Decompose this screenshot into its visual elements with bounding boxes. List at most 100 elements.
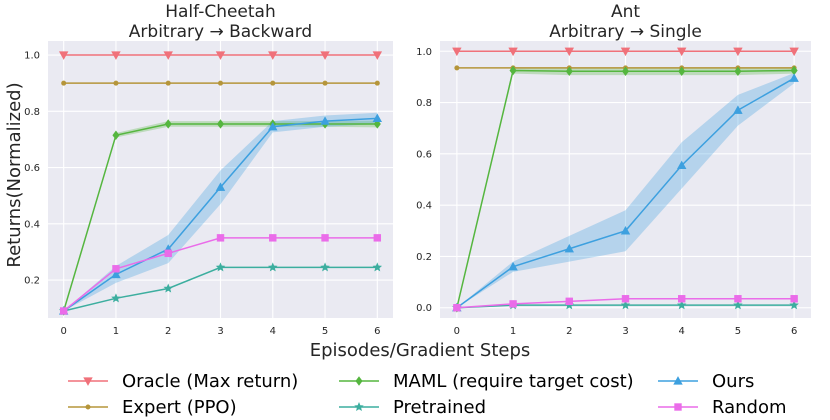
data-point: [676, 300, 687, 310]
y-tick-label: 0.0: [416, 303, 432, 314]
confidence-band-ours: [456, 73, 795, 308]
data-point: [565, 297, 573, 306]
legend-item-ours: Ours: [658, 371, 754, 392]
data-point: [163, 283, 173, 293]
legend-marker: [83, 377, 93, 386]
data-point: [734, 295, 742, 303]
data-point: [58, 51, 69, 60]
data-point: [677, 47, 687, 57]
data-point: [789, 300, 799, 310]
x-tick-label: 4: [679, 326, 685, 337]
data-point: [164, 119, 172, 129]
data-point: [789, 47, 799, 57]
data-point: [509, 300, 517, 308]
legend-marker: [355, 376, 363, 386]
data-point: [454, 65, 460, 71]
data-point: [111, 51, 121, 60]
data-point: [215, 182, 226, 191]
data-point: [112, 265, 120, 273]
legend-item-oracle-max-return: Oracle (Max return): [68, 371, 298, 392]
data-point: [163, 51, 173, 60]
data-point: [113, 80, 119, 86]
data-point: [733, 105, 743, 114]
y-tick-label: 0.4: [416, 201, 432, 212]
data-point: [216, 234, 225, 242]
y-axis-label: Returns(Normalized): [4, 82, 25, 267]
series-random: [453, 295, 798, 312]
x-tick-label: 1: [113, 326, 119, 337]
series-maml-require-target-cost: [453, 65, 798, 313]
data-point: [218, 80, 224, 86]
x-tick-label: 0: [454, 326, 460, 337]
legend-label: Oracle (Max return): [122, 371, 298, 392]
data-point: [620, 300, 631, 310]
data-point: [372, 113, 383, 122]
chart-title-line: Arbitrary → Backward: [129, 22, 312, 42]
data-point: [565, 66, 573, 76]
legend-item-expert-ppo: Expert (PPO): [68, 397, 237, 418]
data-point: [268, 121, 278, 131]
data-point: [373, 119, 381, 129]
data-point: [620, 225, 631, 235]
data-point: [678, 295, 686, 303]
x-tick-label: 3: [622, 326, 628, 337]
chart-title-line: Ant: [611, 2, 640, 22]
data-point: [509, 65, 517, 76]
data-point: [453, 304, 461, 312]
x-tick-label: 1: [510, 326, 516, 337]
x-tick-label: 5: [735, 326, 741, 337]
data-point: [677, 160, 687, 170]
x-tick-label: 0: [60, 326, 66, 337]
series-oracle-max-return: [58, 51, 383, 60]
series-oracle-max-return: [452, 47, 799, 57]
y-tick-label: 0.6: [416, 149, 432, 160]
legend-marker: [673, 376, 683, 385]
data-point: [320, 51, 330, 60]
y-tick-label: 0.8: [24, 107, 40, 118]
x-tick-label: 2: [165, 326, 171, 337]
legend-label: MAML (require target cost): [393, 371, 634, 392]
y-tick-label: 1.0: [416, 47, 432, 58]
x-axis-label: Episodes/Gradient Steps: [310, 340, 531, 361]
legend-item-random: Random: [658, 397, 787, 418]
data-point: [621, 66, 630, 76]
series-ours: [452, 73, 799, 312]
x-tick-label: 4: [270, 326, 276, 337]
data-point: [372, 262, 383, 272]
data-point: [215, 51, 226, 60]
data-point: [270, 80, 276, 86]
y-tick-label: 0.8: [416, 98, 432, 109]
data-point: [564, 243, 574, 253]
y-tick-label: 0.4: [24, 219, 40, 230]
data-point: [59, 307, 68, 315]
data-point: [733, 47, 743, 57]
data-point: [678, 66, 686, 76]
x-tick-label: 2: [566, 326, 572, 337]
y-tick-label: 0.2: [24, 276, 40, 287]
data-point: [268, 51, 278, 60]
legend-label: Ours: [712, 371, 754, 392]
data-point: [61, 80, 67, 86]
legend-marker: [85, 404, 91, 410]
data-point: [374, 80, 380, 86]
y-tick-label: 0.6: [24, 163, 40, 174]
data-point: [320, 262, 330, 272]
data-point: [164, 249, 172, 258]
data-point: [112, 130, 120, 140]
legend-label: Random: [712, 397, 787, 418]
chart-panel-1: 0.2 0.4 0.6 0.8 1.0 0 1 2 3 4 5 6 Half-CheetahArbitr…: [24, 2, 393, 337]
legend-label: Pretrained: [393, 397, 486, 418]
data-point: [321, 234, 329, 242]
series-random: [59, 234, 382, 315]
legend-item-pretrained: Pretrained: [339, 397, 486, 418]
y-tick-label: 1.0: [24, 51, 40, 62]
x-tick-label: 6: [374, 326, 380, 337]
x-tick-label: 6: [791, 326, 797, 337]
data-point: [620, 47, 631, 57]
legend-marker: [674, 403, 682, 411]
chart-title-line: Arbitrary → Single: [549, 22, 702, 42]
data-point: [508, 261, 518, 271]
legend: Oracle (Max return) MAML (require target …: [68, 371, 787, 418]
chart-title-line: Half-Cheetah: [165, 2, 276, 22]
